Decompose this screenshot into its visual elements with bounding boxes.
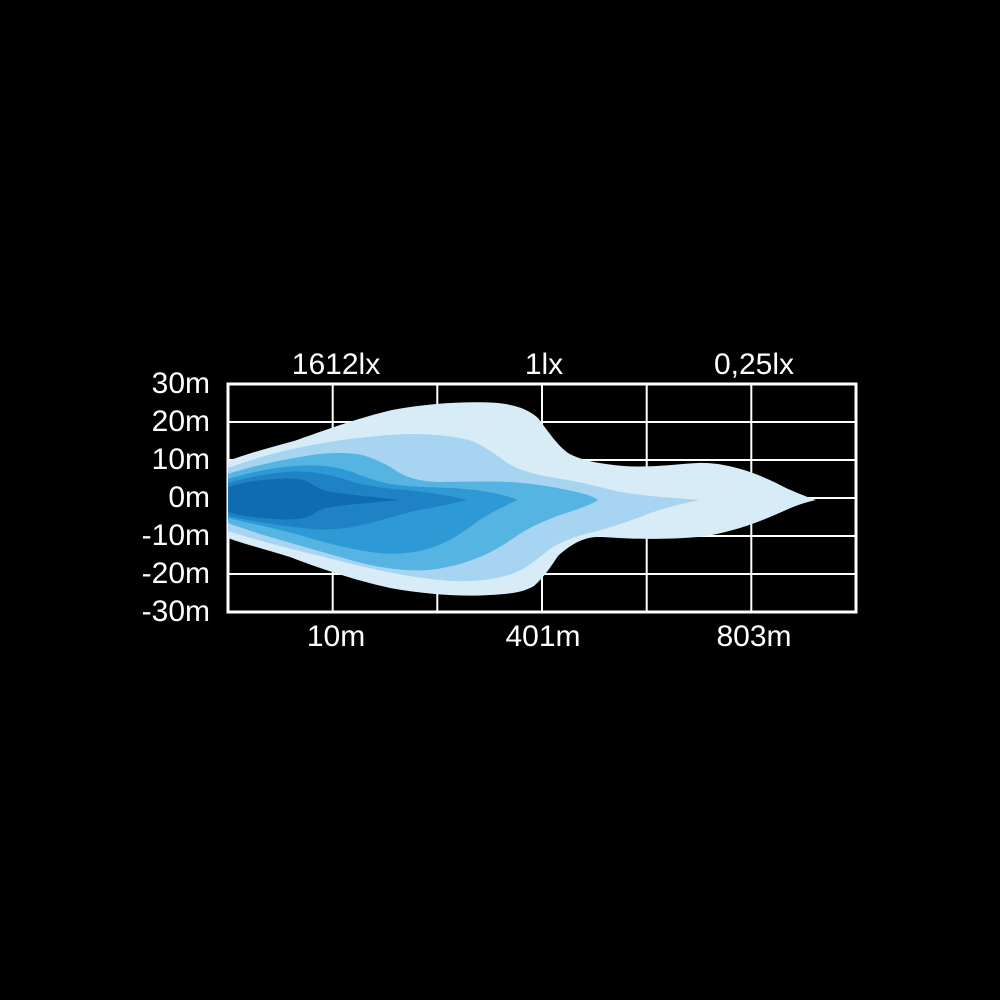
y-axis-label-neg10m: -10m — [141, 519, 210, 552]
y-axis-label-20m: 20m — [151, 405, 210, 438]
y-axis-label-neg20m: -20m — [141, 557, 210, 590]
bottom-axis-label-10m: 10m — [306, 620, 366, 653]
y-axis-label-30m: 30m — [151, 367, 210, 400]
bottom-axis-label-803m: 803m — [716, 620, 792, 653]
y-axis-label-10m: 10m — [151, 443, 210, 476]
beam-contour-level-6 — [228, 478, 400, 520]
y-axis-label-0m: 0m — [168, 481, 210, 514]
beam-contours — [228, 402, 816, 596]
bottom-axis-label-401m: 401m — [505, 620, 581, 653]
y-axis-label-neg30m: -30m — [141, 595, 210, 628]
top-axis-label-1612lx: 1612lx — [291, 348, 381, 381]
top-axis-label-025lx: 0,25lx — [713, 348, 795, 381]
top-axis-label-1lx: 1lx — [524, 348, 564, 381]
